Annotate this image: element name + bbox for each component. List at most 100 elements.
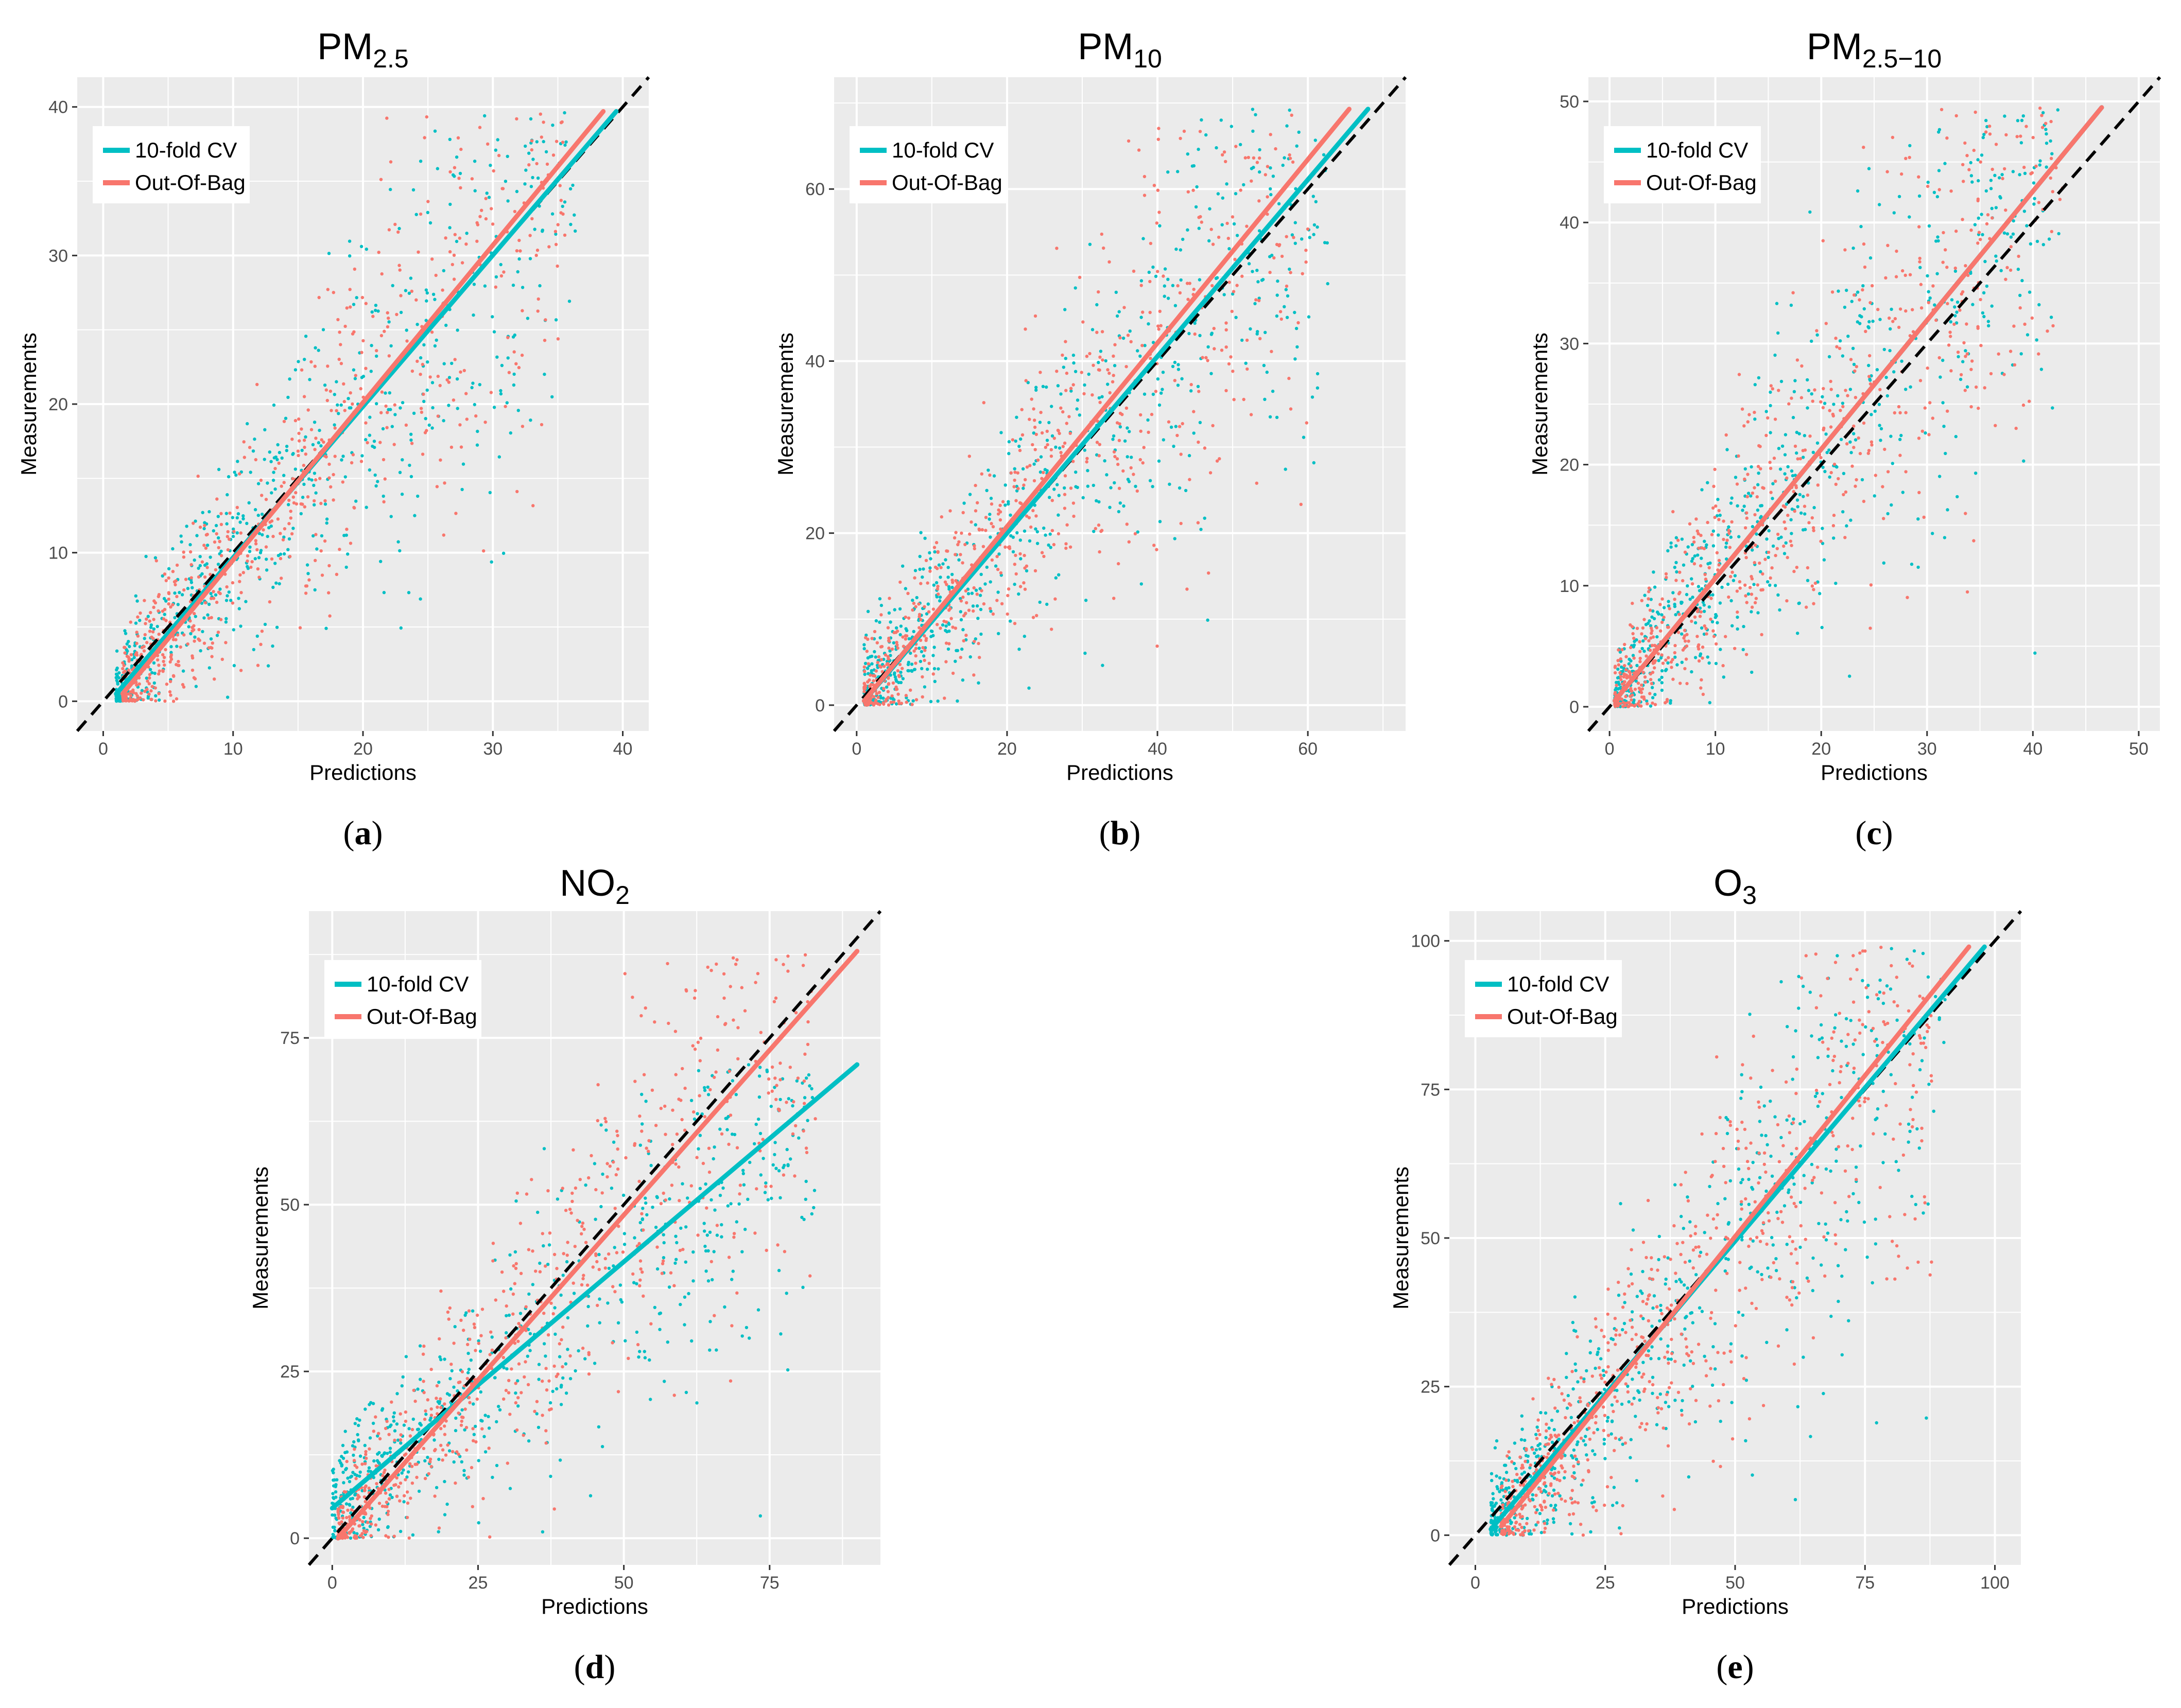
data-point-oob	[519, 1271, 523, 1275]
data-point-oob	[998, 503, 1002, 507]
data-point-oob	[759, 1031, 763, 1034]
data-point-oob	[1056, 428, 1060, 432]
data-point-oob	[215, 600, 219, 604]
data-point-cv	[358, 1418, 361, 1422]
data-point-cv	[541, 229, 545, 232]
data-point-oob	[163, 699, 167, 703]
data-point-oob	[1651, 661, 1655, 665]
chart-title-subscript: 2	[615, 881, 630, 910]
data-point-cv	[1256, 280, 1260, 284]
data-point-cv	[1121, 336, 1126, 340]
data-point-cv	[1707, 605, 1711, 609]
data-point-cv	[1808, 210, 1812, 214]
data-point-oob	[1033, 314, 1037, 318]
data-point-oob	[1990, 216, 1994, 220]
data-point-oob	[1633, 687, 1637, 691]
data-point-oob	[452, 277, 456, 281]
data-point-oob	[1660, 620, 1664, 624]
data-point-cv	[275, 458, 279, 461]
data-point-cv	[354, 499, 358, 503]
data-point-cv	[344, 1502, 349, 1506]
data-point-cv	[1632, 698, 1636, 702]
data-point-oob	[530, 139, 534, 143]
data-point-cv	[445, 1502, 449, 1506]
data-point-cv	[957, 558, 961, 562]
data-point-cv	[169, 651, 173, 654]
data-point-oob	[280, 577, 283, 580]
data-point-cv	[644, 1196, 647, 1200]
data-point-cv	[1989, 179, 1993, 182]
data-point-cv	[448, 137, 452, 141]
data-point-oob	[1725, 538, 1729, 542]
data-point-cv	[1086, 469, 1089, 473]
data-point-oob	[1094, 527, 1097, 530]
data-point-cv	[1265, 370, 1269, 374]
data-point-oob	[701, 1161, 705, 1165]
data-point-cv	[777, 1169, 781, 1173]
data-point-cv	[806, 1119, 809, 1122]
data-point-oob	[1832, 513, 1836, 517]
data-point-cv	[1985, 284, 1989, 288]
data-point-cv	[233, 470, 236, 474]
data-point-cv	[1661, 618, 1665, 622]
data-point-oob	[219, 522, 223, 526]
y-tick-label: 40	[48, 98, 68, 117]
data-point-cv	[1801, 528, 1805, 532]
data-point-cv	[1957, 355, 1960, 359]
data-point-cv	[173, 591, 177, 595]
data-point-cv	[377, 1451, 381, 1455]
data-point-oob	[171, 700, 176, 703]
data-point-oob	[887, 676, 890, 680]
data-point-oob	[1685, 644, 1689, 648]
data-point-oob	[151, 637, 155, 640]
data-point-cv	[786, 1164, 790, 1167]
data-point-cv	[1038, 421, 1042, 424]
data-point-oob	[246, 554, 250, 558]
data-point-oob	[1667, 656, 1670, 659]
data-point-cv	[551, 124, 555, 127]
data-point-oob	[262, 528, 265, 532]
data-point-oob	[1664, 658, 1668, 662]
data-point-oob	[2051, 324, 2055, 328]
data-point-cv	[376, 1460, 380, 1465]
data-point-oob	[1235, 284, 1239, 287]
data-point-cv	[892, 641, 896, 645]
data-point-oob	[1986, 213, 1990, 217]
data-point-oob	[460, 1419, 463, 1423]
data-point-oob	[674, 1073, 678, 1076]
data-point-cv	[1717, 533, 1720, 537]
data-point-oob	[182, 555, 186, 559]
data-point-cv	[1976, 158, 1980, 162]
panel-label-close: )	[372, 814, 383, 852]
data-point-cv	[641, 1217, 645, 1221]
data-point-cv	[1981, 233, 1984, 236]
data-point-oob	[1623, 642, 1626, 647]
data-point-cv	[726, 1204, 730, 1208]
data-point-cv	[1667, 604, 1671, 608]
data-point-cv	[735, 1220, 739, 1224]
data-point-oob	[323, 499, 327, 502]
data-point-cv	[1797, 602, 1801, 605]
data-point-oob	[1692, 540, 1696, 544]
data-point-oob	[770, 1065, 774, 1069]
data-point-cv	[260, 512, 264, 516]
panel-label-letter: b	[1111, 814, 1130, 852]
data-point-cv	[261, 533, 264, 537]
data-point-cv	[189, 632, 193, 636]
data-point-oob	[439, 458, 442, 462]
data-point-cv	[740, 1250, 744, 1253]
data-point-oob	[1638, 640, 1641, 643]
data-point-cv	[937, 667, 940, 671]
data-point-cv	[341, 1471, 345, 1474]
data-point-oob	[604, 1120, 608, 1124]
data-point-oob	[786, 954, 790, 958]
data-point-cv	[1023, 529, 1027, 533]
data-point-cv	[1933, 303, 1936, 307]
data-point-cv	[501, 551, 506, 555]
data-point-oob	[395, 312, 399, 317]
data-point-cv	[1773, 353, 1777, 357]
data-point-oob	[1085, 355, 1089, 358]
data-point-cv	[863, 661, 868, 666]
data-point-cv	[2005, 232, 2010, 236]
data-point-cv	[1049, 546, 1052, 549]
